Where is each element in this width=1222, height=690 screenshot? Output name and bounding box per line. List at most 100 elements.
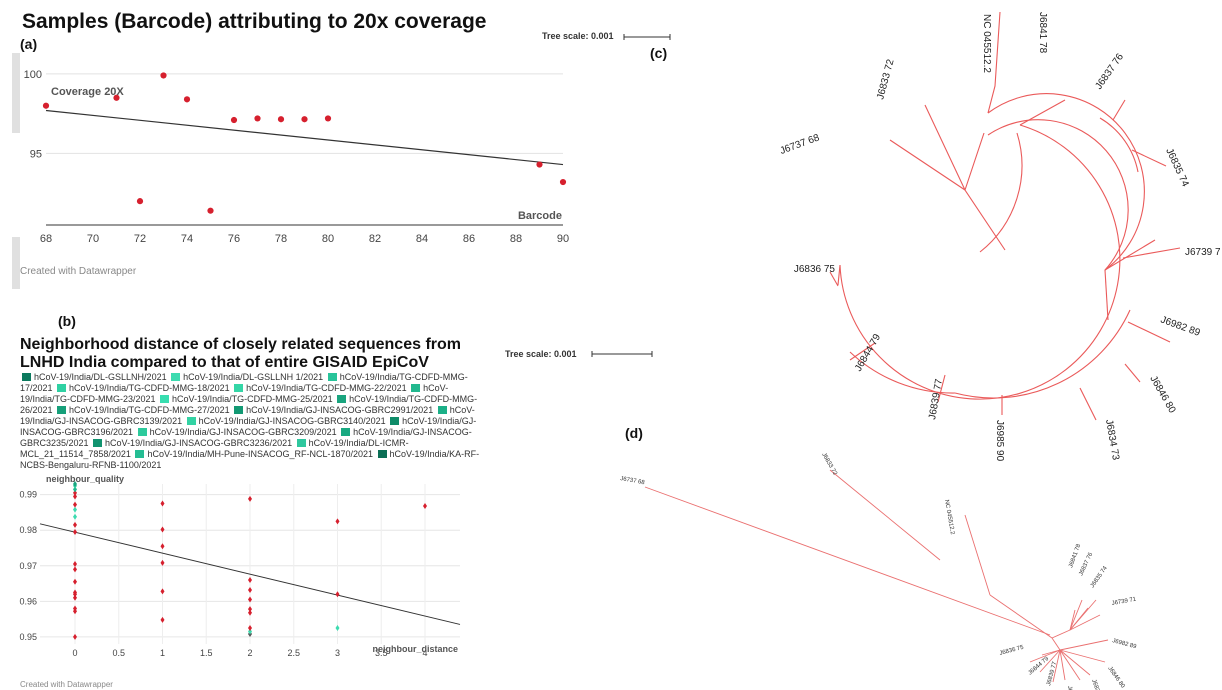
chart-a-ylabel: Coverage 20X: [51, 86, 124, 98]
data-point: [73, 506, 77, 513]
tree-c-leaf: J6839 77: [927, 378, 945, 421]
tree-c-leaf: J6833 72: [875, 58, 896, 101]
tree-d-branches: [644, 469, 1109, 683]
data-point: [335, 591, 340, 598]
legend-label: hCoV-19/India/DL-GSLLNH/2021: [34, 372, 170, 382]
legend-swatch: [22, 373, 31, 381]
tree-c-leaf: J6835 74: [1163, 147, 1191, 189]
data-point: [73, 513, 77, 520]
tree-c-leaf: J6982 89: [1159, 314, 1202, 339]
trend-line: [39, 523, 461, 625]
data-point: [277, 116, 285, 123]
tree-c-leaf-labels: NC 045512.2 J6841 78 J6837 76 J6835 74 J6739…: [779, 12, 1220, 462]
legend-swatch: [411, 384, 421, 392]
legend-swatch: [160, 395, 170, 403]
chart-b-title: Neighborhood distance of closely related…: [20, 336, 461, 371]
data-point: [73, 489, 77, 496]
legend-swatch: [437, 406, 447, 414]
data-point: [160, 72, 167, 79]
legend-label: hCoV-19/India/MH-Pune-INSACOG_RF-NCL-187…: [147, 449, 376, 459]
legend-label: hCoV-19/India/TG-CDFD-MMG-26/2021: [20, 394, 478, 415]
legend-swatch: [93, 439, 103, 447]
legend-label: hCoV-19/India/GJ-INSACOG-GBRC3196/2021: [20, 416, 477, 437]
x-tick-label: 1.5: [200, 648, 213, 658]
panel-label-c: (c): [650, 45, 668, 61]
tree-c-leaf: J6739 71: [1185, 247, 1220, 258]
data-point: [536, 161, 543, 168]
data-point: [160, 559, 165, 566]
tree-scale-c-label: Tree scale: 0.001: [542, 31, 614, 41]
chart-a-svg: 68 70 72 74 76 78 80 82 84 86 88 90 95 100 Coverage …: [12, 53, 569, 289]
tree-c-leaf: J6737 68: [779, 132, 822, 157]
panel-label-d: (d): [625, 425, 643, 441]
x-tick-label: 2: [247, 648, 252, 658]
data-point: [160, 588, 165, 595]
data-point: [73, 481, 77, 487]
data-point: [73, 566, 77, 573]
data-point: [248, 596, 252, 603]
data-point: [73, 521, 77, 528]
legend-swatch: [57, 384, 67, 392]
y-tick-label: 100: [24, 69, 42, 81]
legend-label: hCoV-19/India/GJ-INSACOG-GBRC2991/2021: [246, 405, 436, 415]
data-point: [73, 561, 77, 567]
data-point: [73, 589, 77, 596]
tree-d-leaf: J6839 77: [1046, 660, 1058, 686]
y-tick-label: 0.96: [19, 596, 37, 606]
x-tick-label: 0: [72, 648, 77, 658]
chart-b-legend: hCoV-19/India/DL-GSLLNH/2021 hCoV-19/Ind…: [20, 372, 480, 471]
tree-d-leaf: J6841 78: [1068, 543, 1082, 569]
legend-label: hCoV-19/India/TG-CDFD-MMG-17/2021: [20, 372, 468, 393]
data-point: [248, 625, 252, 631]
chart-a-title: Samples (Barcode) attributing to 20x cov…: [22, 10, 487, 33]
y-tick-label: 0.95: [19, 632, 37, 642]
tree-c-leaf: J6836 75: [794, 264, 836, 275]
tree-d-leaf: J6837 76: [1078, 551, 1094, 577]
panel-label-a: (a): [20, 36, 38, 52]
legend-swatch: [186, 417, 196, 425]
x-tick-label: 88: [510, 233, 522, 245]
data-point: [136, 198, 144, 205]
x-tick-label: 80: [322, 233, 334, 245]
tree-d-leaf-labels: J6737 68 J6833 72 NC 045512.2 J6841 78J6837…: [620, 452, 1138, 690]
x-tick-label: 70: [87, 233, 99, 245]
data-point: [73, 501, 77, 508]
tree-d-leaf: J6985 90: [1066, 686, 1074, 690]
data-point: [248, 495, 252, 502]
legend-swatch: [327, 373, 337, 381]
legend-label: hCoV-19/India/DL-ICMR-MCL_21_11514_7858/…: [20, 438, 409, 459]
x-tick-label: 2.5: [287, 648, 300, 658]
legend-swatch: [234, 384, 244, 392]
data-point: [248, 606, 252, 613]
data-point: [335, 625, 340, 631]
x-tick-label: 86: [463, 233, 475, 245]
x-tick-label: 74: [181, 233, 193, 245]
left-edge-marks: [12, 53, 20, 289]
chart-a-credit: Created with Datawrapper: [20, 266, 137, 277]
tree-d-leaf: J6835 74: [1090, 565, 1109, 589]
data-point: [73, 486, 77, 493]
legend-label: hCoV-19/India/KA-RF-NCBS-Bengaluru-RFNB-…: [20, 449, 480, 470]
legend-label: hCoV-19/India/TG-CDFD-MMG-23/2021: [20, 383, 449, 404]
legend-swatch: [341, 428, 351, 436]
data-point: [73, 493, 77, 500]
x-tick-label: 90: [557, 233, 569, 245]
data-point: [324, 115, 332, 122]
legend-swatch: [377, 450, 387, 458]
data-point: [207, 207, 214, 214]
data-point: [183, 96, 191, 103]
legend-swatch: [296, 439, 306, 447]
legend-swatch: [135, 450, 145, 458]
data-point: [73, 578, 77, 585]
data-point: [248, 577, 252, 583]
legend-label: hCoV-19/India/DL-GSLLNH 1/2021: [183, 372, 326, 382]
data-point: [73, 633, 77, 640]
x-tick-label: 78: [275, 233, 287, 245]
chart-b-gridlines: [40, 484, 460, 644]
tree-d-leaf: J6737 68: [620, 476, 646, 486]
legend-swatch: [234, 406, 244, 414]
tree-c-branches: [829, 11, 1181, 421]
data-point: [335, 518, 340, 525]
y-tick-label: 0.99: [19, 490, 37, 500]
legend-label: hCoV-19/India/TG-CDFD-MMG-27/2021: [69, 405, 233, 415]
